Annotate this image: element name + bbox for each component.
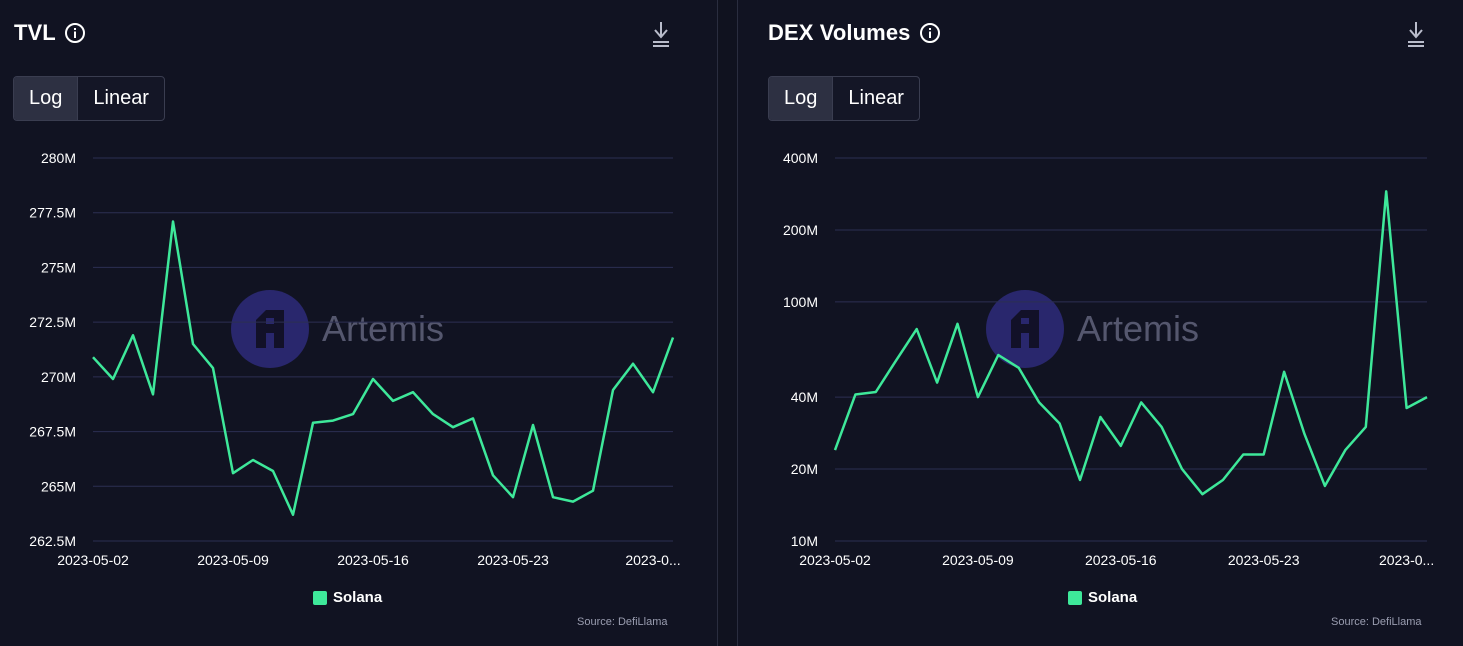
- download-icon[interactable]: [1405, 20, 1427, 48]
- x-tick-label: 2023-0...: [625, 552, 680, 568]
- x-tick-label: 2023-05-02: [57, 552, 129, 568]
- log-scale-button[interactable]: Log: [14, 77, 79, 120]
- y-tick-label: 100M: [783, 294, 818, 310]
- info-icon[interactable]: [64, 22, 86, 44]
- x-tick-label: 2023-05-23: [477, 552, 549, 568]
- x-tick-label: 2023-05-09: [942, 552, 1014, 568]
- y-tick-label: 400M: [783, 150, 818, 166]
- source-note: Source: DefiLlama: [1331, 616, 1422, 628]
- chart-title: DEX Volumes: [768, 20, 911, 45]
- x-tick-label: 2023-05-16: [1085, 552, 1157, 568]
- y-tick-label: 267.5M: [29, 424, 76, 440]
- linear-scale-button[interactable]: Linear: [848, 87, 904, 109]
- y-tick-label: 10M: [791, 533, 818, 549]
- tvl-title-row: TVL: [14, 18, 86, 48]
- y-tick-label: 270M: [41, 369, 76, 385]
- legend-swatch: [1068, 590, 1082, 605]
- legend-label: Solana: [1088, 589, 1138, 606]
- dex-volumes-line-chart: Artemis 10M 20M 40M 100M 200M 400M 2023-05-02 20…: [783, 150, 1434, 568]
- y-tick-label: 40M: [791, 389, 818, 405]
- y-tick-label: 275M: [41, 259, 76, 275]
- y-tick-label: 200M: [783, 222, 818, 238]
- x-tick-label: 2023-05-23: [1228, 552, 1300, 568]
- tvl-line-chart: Artemis 262.5M 265M 267.5M 270M 272.5M 275M 277…: [29, 150, 680, 568]
- y-tick-label: 280M: [41, 150, 76, 166]
- panel-divider: [717, 0, 738, 646]
- scale-toggle: Log Linear: [13, 76, 165, 121]
- log-scale-button[interactable]: Log: [769, 77, 834, 120]
- tvl-chart-panel: TVL Log Linear Artemis 262.5M 265M 267.5M 27…: [0, 0, 717, 646]
- y-tick-label: 262.5M: [29, 533, 76, 549]
- info-icon[interactable]: [919, 22, 941, 44]
- watermark-text: Artemis: [322, 308, 444, 349]
- y-tick-label: 20M: [791, 461, 818, 477]
- y-tick-label: 277.5M: [29, 205, 76, 221]
- dex-title-row: DEX Volumes: [768, 18, 941, 48]
- legend-swatch: [313, 590, 327, 605]
- artemis-watermark: Artemis: [231, 290, 444, 368]
- watermark-logo-mark: [256, 310, 284, 348]
- watermark-logo-mark: [1011, 310, 1039, 348]
- watermark-text: Artemis: [1077, 308, 1199, 349]
- artemis-watermark: Artemis: [986, 290, 1199, 368]
- scale-toggle: Log Linear: [768, 76, 920, 121]
- chart-title: TVL: [14, 20, 56, 45]
- x-tick-label: 2023-05-16: [337, 552, 409, 568]
- chart-legend[interactable]: Solana: [313, 589, 382, 606]
- x-tick-label: 2023-0...: [1379, 552, 1434, 568]
- series-line-solana: [833, 190, 1428, 496]
- chart-legend[interactable]: Solana: [1068, 589, 1137, 606]
- dex-volumes-chart-panel: DEX Volumes Log Linear Artemis 10M 20M 40M 1…: [738, 0, 1463, 646]
- source-note: Source: DefiLlama: [577, 616, 668, 628]
- download-icon[interactable]: [650, 20, 672, 48]
- y-tick-label: 272.5M: [29, 314, 76, 330]
- series-line-solana: [92, 220, 675, 516]
- x-tick-label: 2023-05-09: [197, 552, 269, 568]
- y-tick-label: 265M: [41, 478, 76, 494]
- x-tick-label: 2023-05-02: [799, 552, 871, 568]
- legend-label: Solana: [333, 589, 383, 606]
- linear-scale-button[interactable]: Linear: [93, 87, 149, 109]
